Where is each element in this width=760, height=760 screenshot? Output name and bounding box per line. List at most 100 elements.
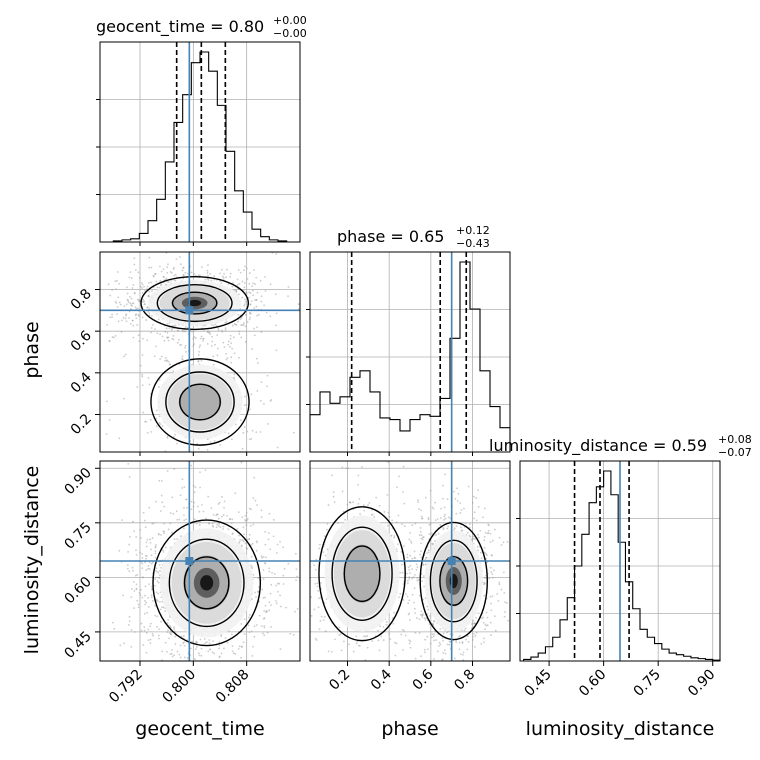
- truth-marker: [185, 306, 194, 315]
- scatter-point: [165, 360, 168, 363]
- scatter-point: [159, 569, 161, 572]
- scatter-point: [233, 323, 236, 325]
- scatter-point: [407, 579, 409, 582]
- scatter-point: [184, 344, 187, 347]
- scatter-point: [209, 441, 212, 444]
- scatter-point: [238, 330, 240, 333]
- scatter-point: [173, 455, 175, 457]
- scatter-point: [237, 647, 240, 650]
- scatter-point: [425, 556, 428, 559]
- scatter-point: [263, 562, 266, 564]
- scatter-point: [202, 337, 205, 340]
- scatter-point: [213, 275, 216, 278]
- scatter-point: [150, 266, 153, 269]
- scatter-point: [219, 444, 222, 446]
- scatter-point: [411, 524, 414, 526]
- scatter-point: [442, 651, 445, 654]
- scatter-point: [418, 534, 421, 536]
- scatter-point: [146, 538, 149, 541]
- scatter-point: [250, 555, 253, 558]
- scatter-point: [410, 541, 413, 544]
- scatter-point: [268, 609, 271, 612]
- scatter-point: [201, 503, 203, 506]
- scatter-point: [324, 554, 327, 557]
- scatter-point: [220, 282, 223, 284]
- y-tick-label: 0.8: [68, 286, 95, 313]
- scatter-point: [168, 363, 171, 366]
- scatter-point: [467, 640, 470, 643]
- scatter-point: [422, 536, 424, 539]
- scatter-point: [417, 499, 419, 502]
- scatter-point: [504, 611, 507, 613]
- scatter-point: [251, 348, 254, 351]
- scatter-point: [128, 543, 130, 546]
- scatter-point: [176, 329, 179, 332]
- scatter-point: [198, 350, 201, 353]
- scatter-point: [469, 535, 472, 538]
- scatter-point: [150, 327, 153, 329]
- scatter-point: [194, 274, 197, 277]
- scatter-point: [246, 538, 249, 541]
- scatter-point: [234, 653, 237, 655]
- scatter-point: [131, 304, 133, 307]
- scatter-point: [136, 386, 139, 388]
- scatter-point: [205, 641, 208, 644]
- scatter-point: [318, 597, 320, 600]
- scatter-point: [474, 634, 477, 637]
- scatter-point: [432, 542, 435, 545]
- scatter-point: [418, 632, 421, 634]
- scatter-point: [500, 544, 503, 547]
- scatter-point: [243, 426, 246, 429]
- scatter-point: [173, 274, 176, 277]
- scatter-point: [250, 300, 253, 303]
- panel-frame: [519, 460, 721, 662]
- scatter-point: [266, 374, 269, 377]
- scatter-point: [172, 464, 174, 466]
- scatter-point: [407, 566, 410, 569]
- scatter-point: [226, 514, 228, 517]
- scatter-point: [389, 638, 392, 641]
- scatter-point: [133, 530, 136, 533]
- scatter-point: [221, 275, 224, 278]
- scatter-point: [418, 594, 421, 597]
- scatter-point: [249, 316, 251, 319]
- scatter-point: [139, 285, 142, 288]
- scatter-point: [131, 319, 134, 322]
- scatter-point: [388, 515, 391, 518]
- scatter-point: [424, 619, 427, 621]
- scatter-point: [420, 537, 423, 540]
- scatter-point: [244, 519, 247, 521]
- scatter-point: [310, 615, 313, 617]
- scatter-point: [191, 330, 194, 333]
- scatter-point: [406, 595, 409, 598]
- scatter-point: [138, 592, 141, 594]
- scatter-point: [167, 528, 170, 531]
- scatter-point: [158, 386, 160, 388]
- density-region: [188, 299, 202, 307]
- scatter-point: [226, 357, 229, 359]
- scatter-point: [148, 266, 151, 269]
- scatter-point: [184, 346, 186, 349]
- scatter-point: [460, 529, 463, 532]
- scatter-point: [251, 542, 254, 545]
- title-phase-minus: −0.43: [456, 237, 490, 250]
- scatter-point: [294, 610, 296, 613]
- scatter-point: [129, 295, 131, 298]
- scatter-point: [246, 430, 249, 433]
- scatter-point: [310, 318, 312, 320]
- scatter-point: [393, 536, 396, 539]
- hist-panel-luminosity-distance: [519, 460, 721, 662]
- scatter-point: [330, 650, 333, 653]
- scatter-point: [264, 604, 267, 607]
- scatter-point: [126, 286, 128, 289]
- scatter-point: [230, 342, 233, 345]
- scatter-point: [113, 628, 116, 630]
- scatter-point: [114, 280, 117, 283]
- scatter-point: [437, 532, 440, 535]
- scatter-point: [235, 323, 238, 326]
- scatter-point: [256, 314, 259, 317]
- ylabel-luminosity-distance: luminosity_distance: [21, 466, 43, 655]
- scatter-point: [129, 302, 132, 305]
- scatter-point: [279, 648, 282, 651]
- x-tick-label: 0.90: [685, 667, 718, 700]
